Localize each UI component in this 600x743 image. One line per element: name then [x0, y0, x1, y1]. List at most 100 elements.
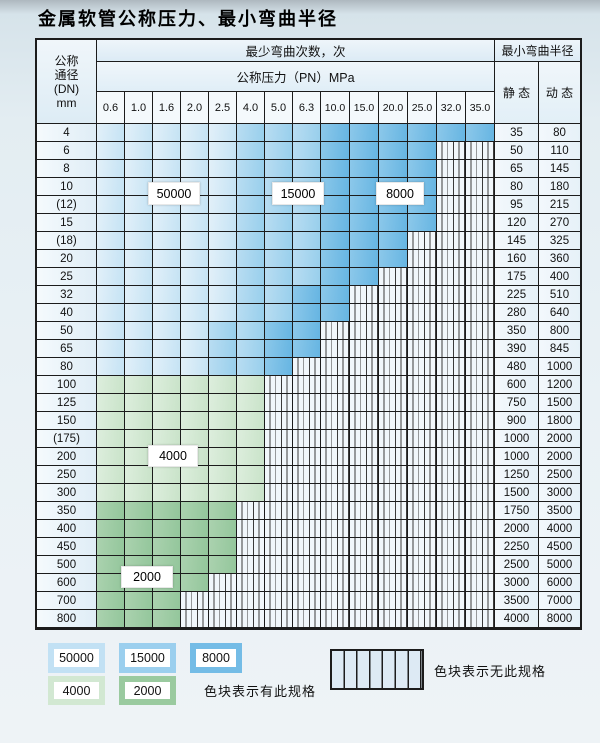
cell-spec-8000 — [350, 160, 379, 178]
cell-spec-8000 — [350, 268, 379, 286]
static-radius-cell: 900 — [495, 412, 539, 430]
cell-no-spec — [408, 520, 437, 538]
cell-spec-2000 — [97, 502, 125, 520]
cell-spec-2000 — [153, 502, 181, 520]
cell-no-spec — [293, 484, 321, 502]
cell-no-spec — [437, 412, 466, 430]
cell-no-spec — [293, 394, 321, 412]
cell-spec-2000 — [209, 556, 237, 574]
cell-spec-15000 — [265, 124, 293, 142]
cell-spec-15000 — [237, 322, 265, 340]
cell-no-spec — [437, 250, 466, 268]
static-radius-cell: 280 — [495, 304, 539, 322]
dn-cell: 350 — [37, 502, 97, 520]
table-row: 600 3000 6000 — [37, 574, 580, 592]
cell-no-spec — [321, 538, 350, 556]
cell-spec-8000 — [293, 340, 321, 358]
static-radius-cell: 65 — [495, 160, 539, 178]
corner-line-3: (DN) — [53, 81, 80, 96]
table-row: 150 900 1800 — [37, 412, 580, 430]
cell-spec-8000 — [408, 214, 437, 232]
pressure-header-cell: 32.0 — [437, 92, 466, 124]
cell-spec-50000 — [209, 232, 237, 250]
cell-no-spec — [466, 340, 495, 358]
cell-spec-8000 — [321, 160, 350, 178]
dn-cell: 10 — [37, 178, 97, 196]
cell-no-spec — [379, 592, 408, 610]
no-spec-hatch-swatch — [330, 649, 424, 690]
cell-spec-4000 — [181, 376, 209, 394]
cell-no-spec — [466, 250, 495, 268]
dn-cell: 8 — [37, 160, 97, 178]
cell-spec-50000 — [181, 322, 209, 340]
cell-no-spec — [350, 304, 379, 322]
cell-no-spec — [265, 466, 293, 484]
legend-swatch-2000: 2000 — [119, 676, 176, 705]
cell-spec-8000 — [408, 142, 437, 160]
cell-no-spec — [350, 376, 379, 394]
cell-spec-50000 — [209, 250, 237, 268]
cell-no-spec — [209, 574, 237, 592]
cell-spec-8000 — [293, 322, 321, 340]
static-radius-cell: 2000 — [495, 520, 539, 538]
dn-cell: 250 — [37, 466, 97, 484]
cell-no-spec — [265, 430, 293, 448]
cell-spec-15000 — [237, 286, 265, 304]
cell-spec-50000 — [97, 124, 125, 142]
cell-no-spec — [379, 466, 408, 484]
static-radius-cell: 390 — [495, 340, 539, 358]
cell-no-spec — [293, 520, 321, 538]
cell-spec-15000 — [237, 160, 265, 178]
cell-no-spec — [466, 196, 495, 214]
dynamic-radius-cell: 6000 — [539, 574, 580, 592]
cell-no-spec — [265, 520, 293, 538]
cell-spec-50000 — [209, 304, 237, 322]
cell-spec-50000 — [181, 142, 209, 160]
cell-spec-50000 — [97, 358, 125, 376]
cell-spec-50000 — [181, 358, 209, 376]
corner-header-dn: 公称 通径 (DN) mm — [37, 40, 97, 124]
cell-spec-15000 — [265, 214, 293, 232]
cell-no-spec — [437, 484, 466, 502]
dynamic-radius-cell: 4500 — [539, 538, 580, 556]
cell-spec-4000 — [237, 448, 265, 466]
cell-spec-4000 — [237, 466, 265, 484]
dn-cell: 20 — [37, 250, 97, 268]
dynamic-radius-cell: 270 — [539, 214, 580, 232]
dynamic-radius-cell: 845 — [539, 340, 580, 358]
cell-no-spec — [321, 430, 350, 448]
dynamic-radius-cell: 1200 — [539, 376, 580, 394]
cell-spec-50000 — [153, 322, 181, 340]
cell-spec-50000 — [181, 214, 209, 232]
static-radius-cell: 1250 — [495, 466, 539, 484]
cell-spec-2000 — [97, 520, 125, 538]
cell-spec-4000 — [237, 484, 265, 502]
dn-cell: (175) — [37, 430, 97, 448]
cell-no-spec — [181, 592, 209, 610]
cell-no-spec — [466, 376, 495, 394]
dn-cell: 32 — [37, 286, 97, 304]
dynamic-column-header: 动 态 — [539, 62, 580, 124]
cell-spec-50000 — [125, 196, 153, 214]
cell-spec-4000 — [237, 430, 265, 448]
table-row: 200 1000 2000 — [37, 448, 580, 466]
cell-no-spec — [437, 538, 466, 556]
cell-no-spec — [379, 448, 408, 466]
cell-spec-15000 — [265, 142, 293, 160]
cell-spec-8000 — [379, 124, 408, 142]
cell-no-spec — [466, 430, 495, 448]
cell-spec-4000 — [97, 466, 125, 484]
cell-no-spec — [321, 466, 350, 484]
overlay-label-4000: 4000 — [148, 445, 198, 467]
cell-no-spec — [466, 178, 495, 196]
dynamic-radius-cell: 145 — [539, 160, 580, 178]
cell-spec-8000 — [293, 304, 321, 322]
cell-spec-8000 — [265, 340, 293, 358]
cell-spec-8000 — [321, 178, 350, 196]
cell-spec-50000 — [181, 304, 209, 322]
cell-spec-8000 — [321, 196, 350, 214]
cell-spec-15000 — [293, 250, 321, 268]
pressure-header-cell: 15.0 — [350, 92, 379, 124]
cell-no-spec — [437, 466, 466, 484]
cell-spec-50000 — [181, 340, 209, 358]
